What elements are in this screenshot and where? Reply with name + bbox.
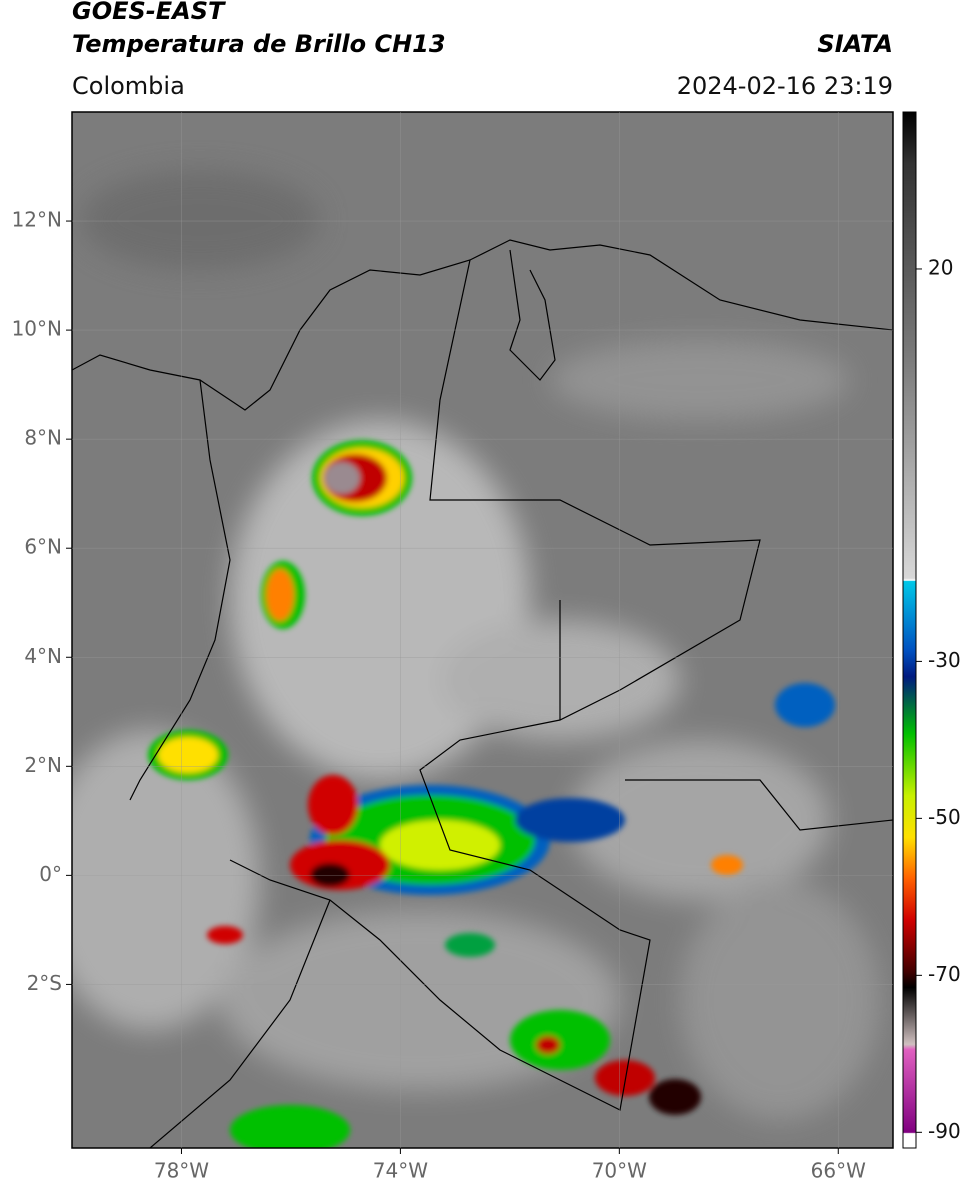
- datetime: 2024-02-16 23:19: [677, 72, 893, 100]
- x-tick-label: 74°W: [373, 1159, 428, 1183]
- colorbar-tick-label: -70: [928, 962, 961, 986]
- colorbar-tick-label: 20: [928, 255, 953, 279]
- source: SIATA: [817, 30, 893, 58]
- y-tick-label: 6°N: [24, 535, 62, 559]
- satellite: GOES-EAST: [72, 0, 226, 25]
- y-tick-label: 4°N: [24, 644, 62, 668]
- colorbar-tick-label: -30: [928, 648, 961, 672]
- y-tick-label: 12°N: [12, 208, 62, 232]
- map-frame: [71, 111, 894, 1149]
- colorbar-tick-label: -50: [928, 805, 961, 829]
- y-tick-label: 2°S: [27, 971, 62, 995]
- colorbar-tick-label: -90: [928, 1119, 961, 1143]
- satellite-image: [72, 112, 893, 1148]
- x-tick-label: 78°W: [154, 1159, 209, 1183]
- y-tick-label: 2°N: [24, 753, 62, 777]
- region: Colombia: [72, 72, 185, 100]
- product: Temperatura de Brillo CH13: [72, 30, 446, 58]
- y-tick-label: 10°N: [12, 317, 62, 341]
- x-tick-label: 66°W: [811, 1159, 866, 1183]
- x-tick-label: 70°W: [592, 1159, 647, 1183]
- colorbar: [902, 111, 917, 1149]
- y-tick-label: 8°N: [24, 426, 62, 450]
- y-tick-label: 0°: [39, 862, 62, 886]
